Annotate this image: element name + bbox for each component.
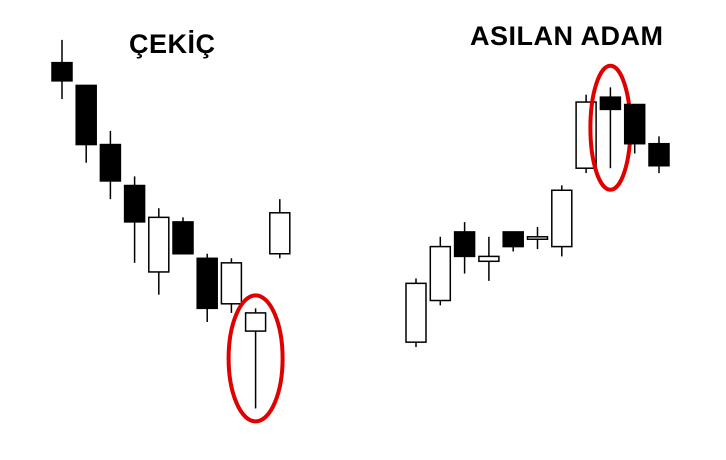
asilan-adam-candle-3 — [453, 222, 476, 274]
candle-body-bullish — [220, 262, 243, 305]
asilan-adam-candle-9 — [599, 87, 622, 169]
highlight-ellipse — [226, 293, 285, 424]
asilan-adam-candle-4 — [478, 236, 500, 281]
cekic-candle-5 — [148, 208, 170, 295]
cekic-candle-1 — [51, 39, 73, 100]
cekic-candle-9 — [244, 308, 267, 409]
cekic-candle-3 — [99, 130, 122, 200]
candle-body-bullish — [244, 312, 267, 332]
cekic-candle-4 — [123, 176, 146, 263]
candle-body-bearish — [196, 257, 218, 310]
chart-asilan-adam — [405, 63, 670, 348]
candle-body-bearish — [599, 96, 622, 111]
candle-body-bearish — [453, 231, 476, 258]
candle-body-bearish — [123, 184, 146, 223]
candle-body-bearish — [51, 61, 73, 82]
asilan-adam-candle-11 — [648, 136, 670, 174]
candle-body-bearish — [502, 231, 524, 248]
candle-body-bearish — [75, 84, 97, 146]
asilan-adam-candle-2 — [429, 236, 452, 306]
candle-body-bullish — [148, 216, 170, 273]
candle-body-bullish — [269, 212, 291, 255]
cekic-candle-8 — [220, 258, 243, 313]
asilan-adam-candle-1 — [405, 278, 427, 348]
asilan-adam-candle-7 — [551, 185, 573, 257]
candle-body-bullish — [526, 236, 549, 241]
candle-body-bearish — [172, 221, 194, 255]
cekic-candle-10 — [269, 199, 291, 259]
chart-cekic — [51, 39, 291, 424]
cekic-candle-2 — [75, 84, 97, 163]
candle-body-bullish — [551, 189, 573, 248]
asilan-adam-candle-10 — [623, 103, 646, 154]
candle-body-bearish — [623, 103, 646, 145]
candle-body-bullish — [478, 255, 500, 263]
cekic-candle-7 — [196, 253, 218, 322]
chart-title-cekic: ÇEKİÇ — [129, 29, 216, 59]
asilan-adam-candle-5 — [502, 231, 524, 252]
candle-body-bullish — [405, 282, 427, 343]
candle-body-bullish — [429, 245, 452, 302]
cekic-candle-6 — [172, 217, 194, 255]
candle-body-bearish — [648, 142, 670, 167]
chart-title-asilan-adam: ASILAN ADAM — [470, 21, 664, 51]
candle-body-bearish — [99, 143, 122, 182]
asilan-adam-candle-6 — [526, 227, 549, 250]
